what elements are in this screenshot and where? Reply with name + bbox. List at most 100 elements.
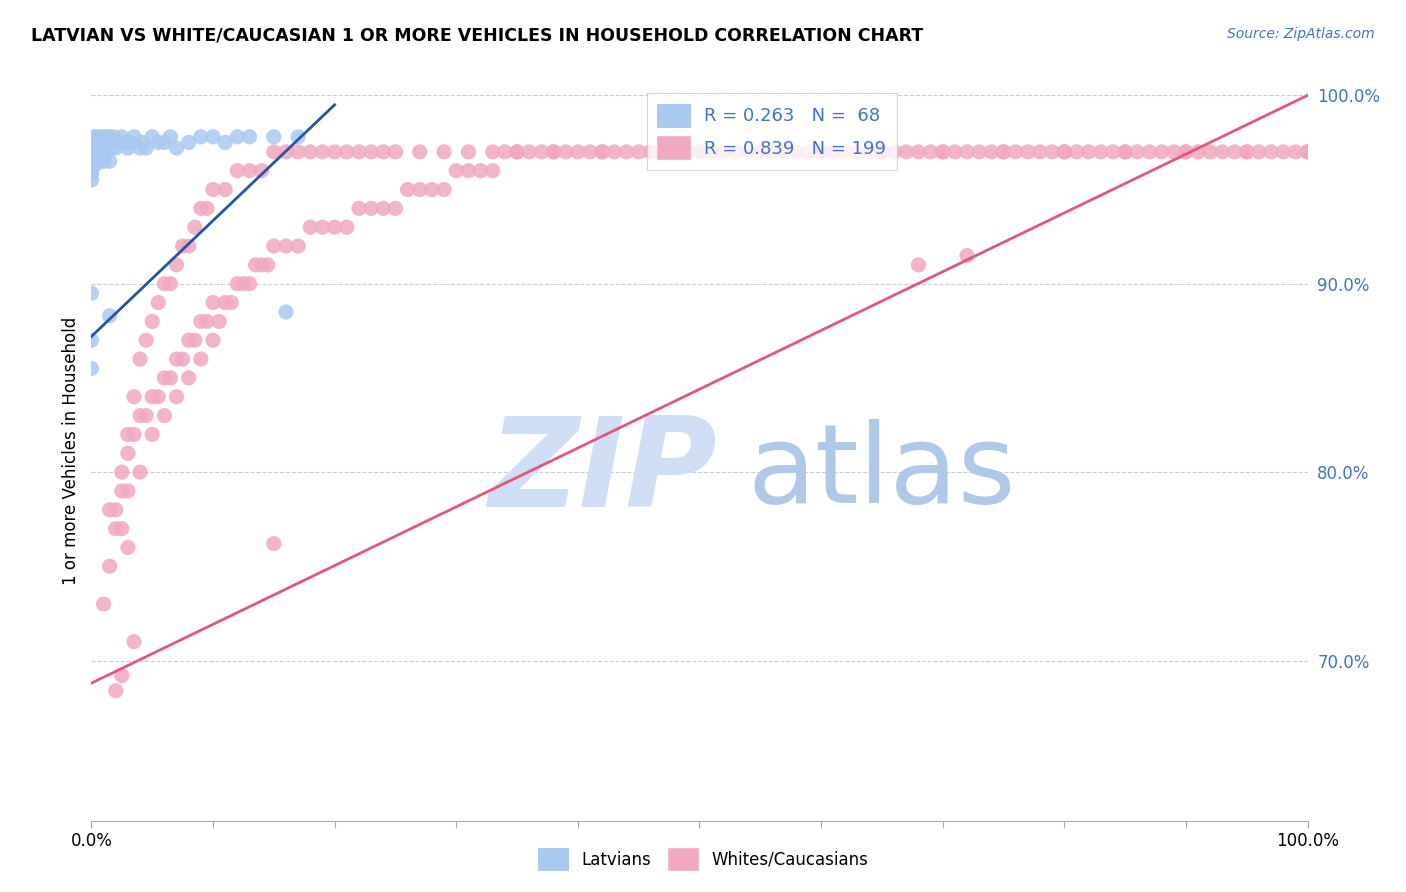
Point	[84, 141, 107, 155]
Point	[135, 141, 157, 155]
Point	[1236, 145, 1258, 159]
Point	[263, 537, 285, 551]
Point	[494, 145, 516, 159]
Point	[907, 258, 929, 272]
Point	[1077, 145, 1099, 159]
Point	[80, 154, 103, 169]
Point	[347, 145, 370, 159]
Point	[1126, 145, 1149, 159]
Point	[90, 141, 112, 155]
Point	[713, 145, 735, 159]
Point	[1223, 145, 1246, 159]
Point	[567, 145, 589, 159]
Point	[245, 258, 267, 272]
Point	[396, 182, 419, 196]
Point	[104, 141, 127, 155]
Point	[98, 154, 121, 169]
Point	[238, 277, 260, 291]
Point	[190, 314, 212, 328]
Point	[104, 503, 127, 517]
Point	[652, 145, 675, 159]
Point	[117, 141, 139, 155]
Point	[640, 145, 662, 159]
Point	[153, 371, 176, 385]
Point	[80, 361, 103, 376]
Point	[931, 145, 953, 159]
Point	[87, 141, 110, 155]
Point	[274, 239, 297, 253]
Point	[846, 145, 869, 159]
Point	[360, 202, 382, 216]
Point	[80, 333, 103, 347]
Point	[190, 129, 212, 144]
Point	[323, 220, 346, 235]
Point	[591, 145, 613, 159]
Point	[111, 129, 134, 144]
Point	[543, 145, 565, 159]
Point	[287, 145, 309, 159]
Point	[129, 465, 152, 479]
Point	[433, 182, 456, 196]
Point	[83, 136, 105, 150]
Point	[159, 129, 181, 144]
Point	[1296, 145, 1319, 159]
Point	[373, 202, 395, 216]
Point	[1175, 145, 1198, 159]
Point	[166, 390, 188, 404]
Point	[360, 145, 382, 159]
Point	[177, 136, 200, 150]
Point	[943, 145, 966, 159]
Point	[214, 136, 236, 150]
Point	[80, 158, 103, 172]
Point	[896, 145, 918, 159]
Point	[920, 145, 942, 159]
Point	[202, 295, 225, 310]
Point	[956, 145, 979, 159]
Point	[967, 145, 990, 159]
Text: LATVIAN VS WHITE/CAUCASIAN 1 OR MORE VEHICLES IN HOUSEHOLD CORRELATION CHART: LATVIAN VS WHITE/CAUCASIAN 1 OR MORE VEH…	[31, 27, 924, 45]
Point	[84, 145, 107, 159]
Point	[263, 239, 285, 253]
Point	[184, 220, 207, 235]
Point	[166, 352, 188, 367]
Point	[117, 541, 139, 555]
Point	[135, 409, 157, 423]
Point	[98, 559, 121, 574]
Point	[688, 145, 710, 159]
Point	[1017, 145, 1039, 159]
Point	[311, 145, 333, 159]
Point	[603, 145, 626, 159]
Point	[135, 333, 157, 347]
Legend: R = 0.263   N =  68, R = 0.839   N = 199: R = 0.263 N = 68, R = 0.839 N = 199	[647, 93, 897, 170]
Point	[91, 136, 114, 150]
Point	[470, 163, 492, 178]
Point	[749, 145, 772, 159]
Point	[810, 145, 832, 159]
Point	[1199, 145, 1222, 159]
Point	[100, 141, 122, 155]
Point	[129, 409, 152, 423]
Point	[166, 141, 188, 155]
Point	[274, 145, 297, 159]
Point	[409, 182, 432, 196]
Point	[148, 390, 170, 404]
Legend: Latvians, Whites/Caucasians: Latvians, Whites/Caucasians	[531, 842, 875, 877]
Point	[129, 141, 152, 155]
Point	[1053, 145, 1076, 159]
Point	[226, 163, 249, 178]
Point	[700, 145, 723, 159]
Point	[616, 145, 638, 159]
Point	[1004, 145, 1026, 159]
Point	[80, 136, 103, 150]
Point	[870, 145, 893, 159]
Point	[238, 129, 260, 144]
Point	[299, 220, 322, 235]
Point	[1247, 145, 1270, 159]
Point	[761, 145, 783, 159]
Point	[103, 129, 125, 144]
Point	[93, 597, 115, 611]
Point	[202, 333, 225, 347]
Point	[749, 145, 772, 159]
Text: ZIP: ZIP	[488, 412, 717, 533]
Point	[543, 145, 565, 159]
